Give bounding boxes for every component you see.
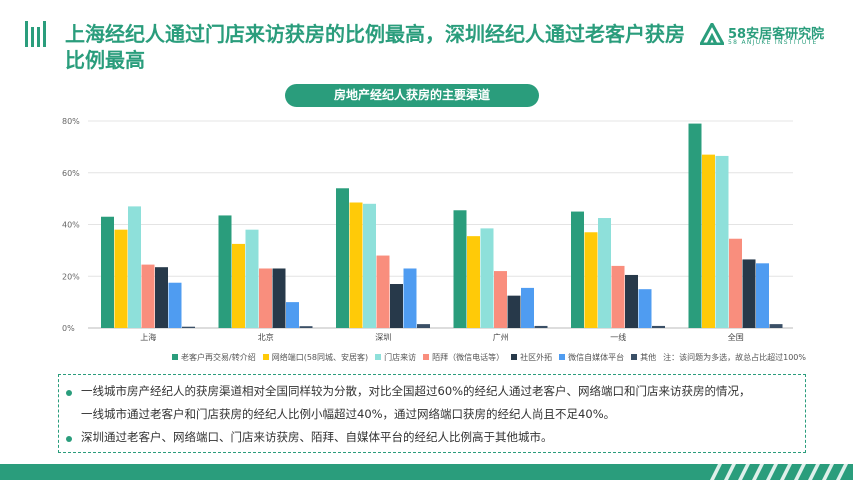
legend-item: 陌拜（微信电话等）	[423, 352, 504, 363]
bar-5-3	[521, 287, 534, 328]
bar-6-0	[182, 326, 195, 328]
legend-label: 其他	[640, 353, 657, 362]
brand-subtitle: 58 ANJUKE INSTITUTE	[728, 39, 818, 46]
bar-2-2	[363, 203, 376, 328]
bullet-text-2: 深圳通过老客户、网络端口、门店来访获房、陌拜、自媒体平台的经纪人比例高于其他城市…	[81, 430, 553, 444]
bar-2-1	[245, 229, 259, 328]
y-tick-label: 0%	[62, 324, 75, 333]
bar-6-1	[299, 326, 313, 328]
legend-swatch	[631, 354, 638, 360]
bar-6-5	[769, 324, 783, 328]
bar-4-2	[390, 284, 403, 328]
bar-1-5	[702, 154, 715, 328]
bar-5-1	[286, 302, 299, 328]
page-title: 上海经纪人通过门店来访获房的比例最高，深圳经纪人通过老客户获房比例最高	[65, 22, 685, 72]
y-tick-label: 60%	[62, 169, 80, 178]
x-tick-label: 广州	[493, 332, 509, 342]
bar-5-0	[168, 282, 182, 328]
bar-2-3	[480, 228, 494, 328]
bar-2-4	[598, 218, 611, 328]
x-tick-label: 深圳	[375, 332, 391, 342]
legend-item: 门店来访	[375, 352, 416, 363]
x-tick-label: 北京	[258, 332, 274, 342]
legend-swatch	[423, 354, 430, 360]
legend-item: 老客户再交易/转介绍	[172, 352, 256, 363]
bullet-text-1a: 一线城市房产经纪人的获房渠道相对全国同样较为分散，对比全国超过60%的经纪人通过…	[81, 384, 751, 398]
legend-swatch	[262, 354, 269, 360]
legend-label: 门店来访	[384, 353, 417, 362]
legend-swatch	[559, 354, 566, 360]
x-tick-label: 一线	[610, 332, 626, 342]
bar-6-4	[652, 325, 665, 328]
house-logo-icon	[700, 23, 724, 45]
bar-0-0	[101, 216, 114, 328]
bar-3-5	[729, 238, 742, 328]
footer-bar	[0, 464, 853, 480]
legend-item: 微信自媒体平台	[559, 352, 624, 363]
legend-label: 社区外拓	[520, 353, 553, 362]
bar-0-4	[571, 211, 584, 328]
legend-label: 微信自媒体平台	[568, 353, 625, 362]
bar-4-3	[507, 295, 521, 328]
bar-4-0	[155, 267, 168, 328]
bar-4-4	[625, 274, 638, 328]
y-tick-label: 20%	[62, 272, 80, 281]
x-tick-label: 上海	[140, 332, 156, 342]
bar-6-3	[534, 325, 548, 328]
bar-4-5	[742, 259, 756, 328]
x-tick-label: 全国	[728, 332, 744, 342]
bar-3-3	[494, 271, 507, 328]
logo-bars-icon	[25, 21, 47, 47]
chart-note: 注：该问题为多选，故总占比超过100%	[663, 353, 806, 362]
bar-3-0	[141, 264, 155, 328]
brand-logo: 58安居客研究院 58 ANJUKE INSTITUTE	[700, 22, 835, 48]
bar-4-1	[272, 268, 286, 328]
footer-stripes	[710, 464, 848, 480]
chart-legend: 老客户再交易/转介绍 网络端口(58同城、安居客) 门店来访 陌拜（微信电话等） 社区外…	[172, 352, 852, 363]
bar-2-0	[128, 206, 141, 328]
legend-label: 网络端口(58同城、安居客)	[271, 353, 369, 362]
bar-6-2	[417, 324, 430, 328]
legend-label: 老客户再交易/转介绍	[181, 353, 256, 362]
bar-2-5	[715, 155, 729, 328]
bar-0-1	[218, 215, 232, 328]
y-tick-label: 80%	[62, 117, 80, 126]
bar-0-5	[688, 123, 702, 329]
chart-title: 房地产经纪人获房的主要渠道	[285, 84, 539, 107]
bar-chart: 0% 20% 40% 60% 80% 上海 北京 深圳 广州 一线 全国	[62, 117, 793, 342]
legend-swatch	[511, 354, 518, 360]
bar-5-4	[638, 289, 652, 328]
legend-item: 社区外拓	[511, 352, 552, 363]
brand-name: 58安居客研究院	[728, 27, 825, 42]
bullet-dot-icon	[66, 390, 72, 396]
bar-3-1	[259, 268, 272, 328]
bar-1-1	[232, 243, 245, 328]
bullet-dot-icon	[66, 436, 72, 442]
legend-item: 其他	[631, 352, 656, 363]
legend-swatch	[375, 354, 382, 360]
legend-swatch	[172, 354, 178, 360]
bar-1-4	[584, 232, 598, 328]
bar-5-2	[403, 268, 417, 328]
bar-3-2	[376, 255, 390, 328]
bar-0-2	[336, 188, 349, 328]
bar-1-3	[467, 236, 480, 328]
summary-box: 一线城市房产经纪人的获房渠道相对全国同样较为分散，对比全国超过60%的经纪人通过…	[58, 374, 806, 453]
legend-label: 陌拜（微信电话等）	[432, 353, 505, 362]
bar-5-5	[756, 263, 769, 328]
bar-0-3	[453, 210, 467, 328]
y-tick-label: 40%	[62, 221, 80, 230]
bar-3-4	[611, 265, 625, 328]
bar-1-2	[349, 202, 363, 328]
bar-1-0	[114, 229, 128, 328]
legend-item: 网络端口(58同城、安居客)	[262, 352, 369, 363]
bullet-text-1b: 一线城市通过老客户和门店获房的经纪人比例小幅超过40%，通过网络端口获房的经纪人…	[81, 407, 616, 421]
